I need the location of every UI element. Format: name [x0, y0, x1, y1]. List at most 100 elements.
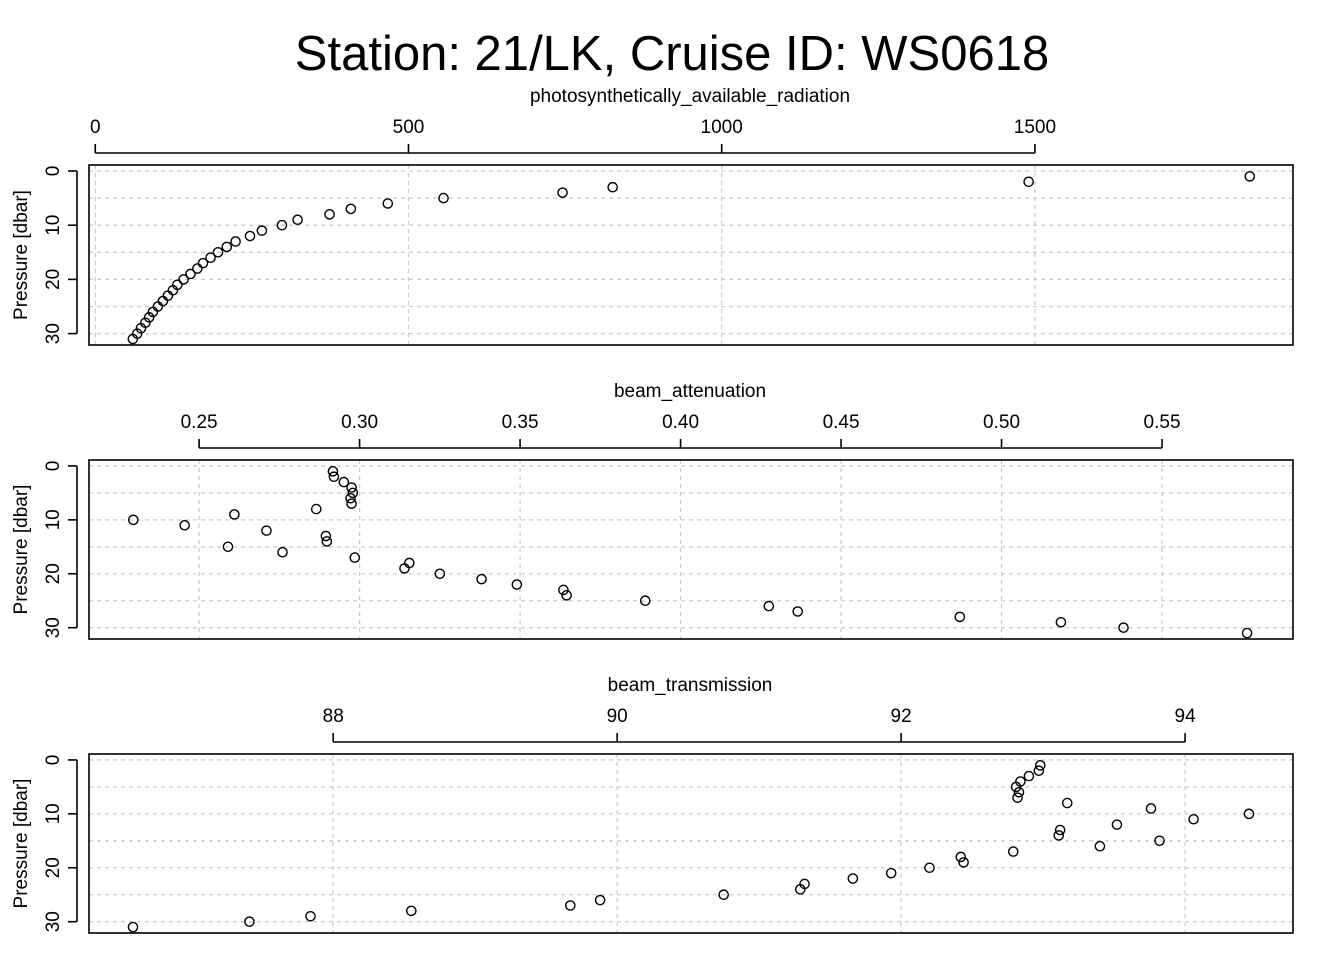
- chart-title: Station: 21/LK, Cruise ID: WS0618: [295, 27, 1049, 81]
- data-point: [345, 203, 357, 215]
- plot-frame: [88, 753, 1294, 934]
- data-point: [185, 268, 196, 280]
- data-point: [244, 230, 256, 242]
- y-tick-label: 20: [43, 269, 64, 290]
- y-tick-label: 30: [43, 911, 64, 932]
- data-point: [476, 573, 487, 585]
- y-tick-label: 20: [43, 563, 64, 584]
- x-tick-label: 92: [891, 706, 912, 727]
- x-axis-label: beam_attenuation: [614, 381, 766, 402]
- data-point: [310, 503, 322, 515]
- data-point: [276, 219, 288, 231]
- x-tick-label: 0.55: [1144, 412, 1181, 433]
- y-tick-label: 10: [43, 509, 64, 530]
- data-point: [763, 600, 775, 612]
- y-tick-label: 30: [43, 323, 64, 344]
- data-point: [1023, 176, 1034, 188]
- data-point: [1061, 797, 1073, 809]
- data-point: [179, 519, 190, 531]
- panel-2: 0.25 0.30 0.35 0.40 0.45 0.50 0.55 beam_attenua…: [11, 381, 1294, 640]
- y-tick-label: 30: [43, 617, 64, 638]
- y-tick-label: 10: [43, 215, 64, 236]
- data-point: [230, 236, 241, 247]
- data-point: [277, 546, 288, 558]
- data-point: [1243, 808, 1255, 820]
- data-point: [135, 322, 147, 334]
- data-point: [143, 312, 155, 323]
- y-tick-label: 20: [43, 857, 64, 878]
- data-point: [221, 241, 233, 253]
- x-tick-label: 0.35: [502, 412, 539, 433]
- data-point: [338, 476, 350, 488]
- data-point: [327, 466, 339, 477]
- data-point: [1241, 627, 1253, 639]
- data-point: [229, 509, 240, 520]
- data-point: [1053, 830, 1065, 841]
- plot-frame: [88, 164, 1294, 346]
- x-tick-label: 500: [393, 117, 425, 138]
- data-point: [347, 487, 359, 499]
- data-point: [399, 563, 410, 574]
- data-point: [321, 536, 333, 547]
- data-point: [345, 492, 356, 504]
- data-point: [222, 541, 234, 553]
- y-tick-label: 0: [43, 461, 64, 472]
- data-point: [192, 263, 203, 274]
- data-point: [958, 857, 969, 868]
- x-tick-label: 0.25: [181, 412, 218, 433]
- data-point: [178, 274, 189, 285]
- panel-3: 88 90 92 94 beam_transmission 0 10 20 30 Pressure…: [11, 675, 1294, 934]
- data-point: [1023, 770, 1035, 782]
- panels: 0 500 1000 1500photosynthetically_available…: [11, 86, 1294, 934]
- data-point: [1094, 840, 1106, 852]
- x-tick-label: 94: [1175, 706, 1197, 727]
- plot-frame: [88, 459, 1294, 640]
- data-point: [594, 894, 606, 906]
- y-axis-label: Pressure [dbar]: [11, 190, 32, 320]
- data-point: [434, 568, 446, 580]
- y-tick-label: 0: [43, 166, 64, 177]
- data-point: [511, 579, 523, 590]
- data-point: [1244, 171, 1256, 182]
- x-tick-label: 1500: [1014, 117, 1056, 138]
- data-point: [157, 295, 169, 307]
- data-point: [324, 209, 335, 220]
- data-point: [382, 198, 394, 209]
- data-point: [244, 916, 255, 927]
- data-point: [405, 905, 417, 917]
- data-point: [561, 590, 572, 601]
- data-point: [1054, 824, 1066, 836]
- data-point: [346, 482, 357, 493]
- x-tick-label: 1000: [701, 117, 743, 138]
- data-point: [256, 225, 268, 236]
- data-point: [292, 214, 303, 226]
- data-point: [1145, 803, 1157, 814]
- data-point: [924, 862, 935, 874]
- x-axis-label: photosynthetically_available_radiation: [530, 86, 850, 107]
- x-tick-label: 0.50: [983, 412, 1020, 433]
- data-point: [639, 595, 651, 607]
- data-point: [127, 333, 139, 345]
- y-tick-label: 0: [43, 755, 64, 766]
- data-point: [954, 611, 966, 623]
- x-tick-label: 0.45: [823, 412, 860, 433]
- x-tick-label: 90: [607, 706, 628, 727]
- data-point: [320, 530, 332, 542]
- data-point: [349, 552, 361, 563]
- data-point: [162, 290, 174, 301]
- panel-1: 0 500 1000 1500 photosynthetically_available…: [11, 86, 1294, 346]
- data-point: [305, 910, 316, 922]
- x-axis-label: beam_transmission: [608, 675, 773, 696]
- data-point: [1033, 765, 1045, 777]
- data-point: [346, 498, 357, 509]
- data-point: [261, 525, 272, 536]
- data-point: [1118, 622, 1129, 633]
- data-point: [205, 252, 216, 264]
- data-point: [1010, 781, 1022, 793]
- data-point: [1012, 792, 1023, 803]
- data-point: [147, 306, 159, 318]
- data-point: [212, 246, 224, 258]
- x-tick-label: 88: [323, 706, 344, 727]
- x-tick-label: 0.40: [662, 412, 699, 433]
